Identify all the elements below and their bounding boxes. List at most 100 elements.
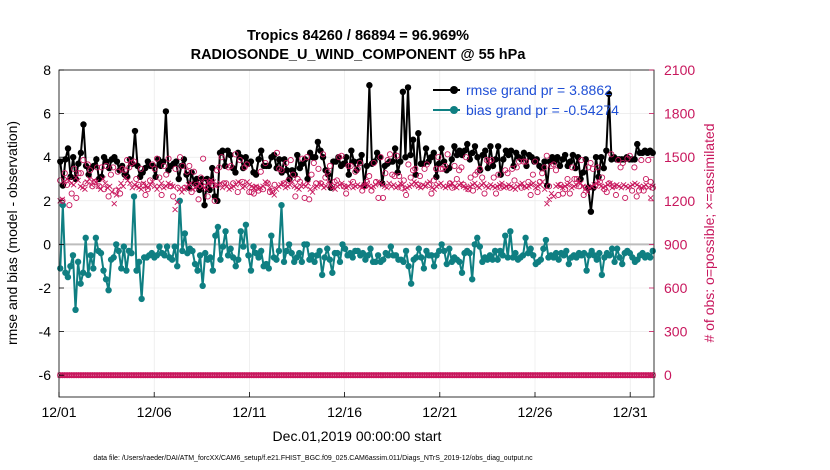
obs-possible-marker — [571, 175, 578, 183]
obs-assimilated-bottom-marker — [509, 372, 515, 379]
y-axis-label: rmse and bias (model - observation) — [4, 121, 20, 345]
bias-point — [163, 243, 171, 250]
obs-possible-marker — [569, 164, 576, 171]
x-tick-label: 12/01 — [41, 404, 76, 420]
obs-assimilated-bottom-marker — [202, 372, 209, 379]
obs-assimilated-bottom-marker — [490, 372, 497, 379]
bias-point — [474, 234, 481, 242]
y2-axis-label: # of obs: o=possible; ×=assimilated — [701, 123, 717, 342]
obs-possible-marker — [437, 165, 444, 172]
rmse-point — [474, 154, 481, 161]
obs-assimilated-bottom-marker — [460, 372, 467, 379]
obs-assimilated-bottom-marker — [513, 372, 520, 379]
obs-assimilated-bottom-marker — [154, 372, 160, 379]
obs-assimilated-marker — [86, 176, 93, 182]
bias-point — [596, 249, 603, 257]
obs-assimilated-bottom-marker — [567, 372, 573, 379]
rmse-point — [415, 130, 422, 137]
obs-possible-marker — [107, 171, 114, 178]
obs-possible-marker — [476, 165, 483, 172]
obs-assimilated-bottom-marker — [433, 372, 439, 379]
bias-point — [82, 234, 89, 242]
obs-possible-marker — [626, 152, 633, 159]
obs-possible-marker — [631, 164, 638, 171]
obs-assimilated-bottom-marker — [85, 372, 91, 379]
obs-assimilated-bottom-marker — [161, 372, 167, 379]
obs-assimilated-bottom-marker — [251, 372, 257, 379]
bias-point — [321, 254, 328, 261]
obs-possible-marker — [315, 165, 322, 172]
obs-assimilated-bottom-marker — [71, 372, 77, 379]
obs-possible-marker — [539, 170, 546, 177]
obs-assimilated-bottom-marker — [101, 372, 107, 379]
obs-possible-marker — [615, 157, 622, 164]
bias-point — [217, 256, 224, 263]
obs-assimilated-marker — [519, 180, 525, 187]
bias-point — [494, 256, 501, 263]
bias-point — [229, 254, 237, 261]
obs-assimilated-bottom-marker — [163, 372, 170, 379]
obs-assimilated-marker — [566, 180, 573, 187]
obs-assimilated-bottom-marker — [350, 372, 356, 379]
bias-point — [438, 241, 445, 248]
obs-possible-marker — [250, 190, 257, 197]
bias-point — [237, 228, 245, 235]
obs-assimilated-bottom-marker — [539, 372, 545, 379]
obs-assimilated-bottom-marker — [126, 372, 133, 379]
obs-assimilated-bottom-marker — [327, 372, 333, 379]
obs-assimilated-bottom-marker — [227, 372, 234, 379]
obs-assimilated-bottom-marker — [569, 372, 575, 379]
obs-possible-marker — [273, 149, 280, 156]
bias-point — [113, 241, 120, 248]
bias-point — [522, 234, 529, 242]
obs-possible-marker — [504, 170, 511, 177]
obs-assimilated-bottom-marker — [248, 372, 255, 379]
obs-possible-marker — [603, 189, 610, 196]
obs-possible-marker — [541, 164, 548, 171]
obs-assimilated-bottom-marker — [257, 372, 264, 379]
obs-assimilated-bottom-marker — [278, 372, 285, 379]
rmse-point — [175, 175, 182, 183]
obs-assimilated-marker — [296, 186, 302, 192]
obs-assimilated-bottom-marker — [179, 372, 186, 379]
obs-assimilated-bottom-marker — [186, 372, 193, 379]
rmse-point — [402, 154, 409, 161]
obs-assimilated-bottom-marker — [244, 372, 250, 379]
obs-possible-marker — [177, 154, 184, 161]
obs-assimilated-bottom-marker — [345, 372, 352, 379]
obs-assimilated-bottom-marker — [458, 372, 465, 379]
obs-assimilated-bottom-marker — [156, 372, 163, 379]
bias-point — [308, 252, 316, 259]
obs-assimilated-bottom-marker — [170, 372, 176, 379]
obs-assimilated-bottom-marker — [324, 372, 331, 379]
obs-assimilated-marker — [530, 180, 537, 187]
obs-assimilated-marker — [618, 184, 625, 191]
bias-point — [502, 232, 509, 239]
obs-possible-marker — [84, 161, 91, 168]
bias-point — [303, 241, 311, 248]
obs-assimilated-marker — [307, 186, 314, 192]
rmse-point — [376, 154, 383, 161]
obs-assimilated-marker — [431, 186, 438, 192]
bias-point — [214, 223, 222, 231]
obs-assimilated-bottom-marker — [331, 372, 338, 379]
obs-assimilated-marker — [339, 180, 345, 187]
bias-point — [318, 271, 326, 279]
obs-assimilated-bottom-marker — [96, 372, 103, 379]
obs-possible-marker — [287, 157, 294, 164]
obs-assimilated-bottom-marker — [495, 372, 502, 379]
obs-assimilated-bottom-marker — [274, 372, 280, 379]
obs-assimilated-marker — [271, 192, 278, 198]
obs-assimilated-bottom-marker — [396, 372, 402, 379]
rmse-point — [276, 156, 283, 163]
obs-possible-marker — [386, 151, 393, 158]
rmse-point — [72, 175, 79, 183]
obs-assimilated-marker — [210, 179, 217, 185]
rmse-point — [201, 201, 208, 209]
rmse-point — [597, 154, 605, 161]
bias-point — [565, 260, 573, 268]
y2-tick-label: 0 — [664, 367, 672, 383]
legend-bias-text: bias grand pr = -0.54274 — [466, 102, 619, 118]
obs-assimilated-bottom-marker — [643, 372, 649, 379]
rmse-point — [353, 167, 360, 174]
